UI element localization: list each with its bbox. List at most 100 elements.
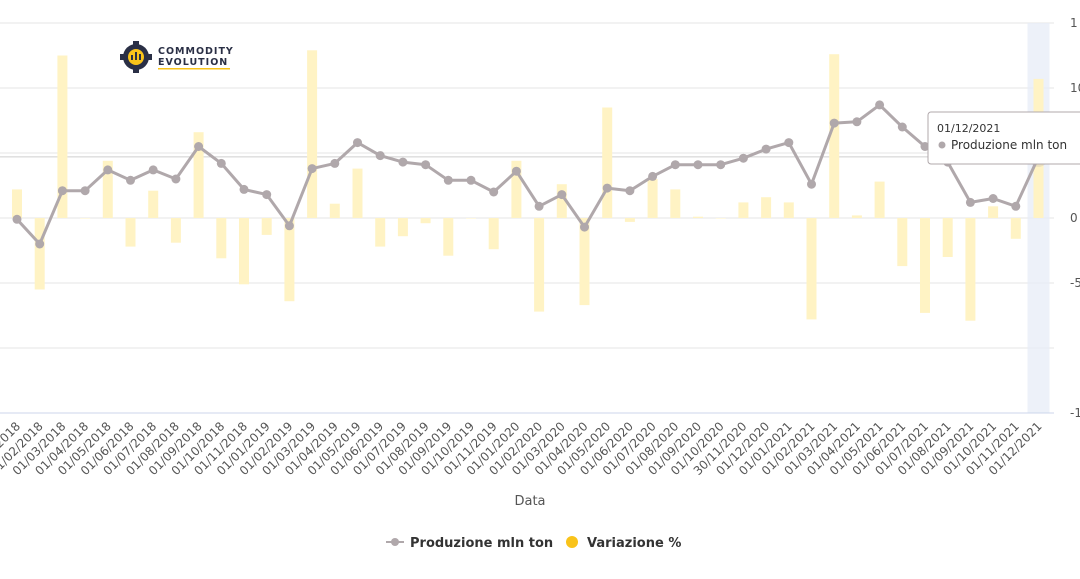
bar-01/06/2019[interactable] xyxy=(375,218,386,247)
point-01/12/2020[interactable] xyxy=(761,144,771,154)
bar-01/05/2019[interactable] xyxy=(352,168,363,218)
production-line xyxy=(12,100,1049,249)
bar-01/03/2020[interactable] xyxy=(556,184,567,218)
bar-01/11/2019[interactable] xyxy=(488,218,499,250)
bar-01/09/2018[interactable] xyxy=(193,132,204,218)
point-01/02/2020[interactable] xyxy=(534,201,544,211)
bar-01/03/2018[interactable] xyxy=(57,55,68,219)
point-01/02/2019[interactable] xyxy=(284,221,294,231)
bar-01/10/2020[interactable] xyxy=(715,218,726,219)
bar-01/05/2021[interactable] xyxy=(874,181,885,218)
bar-01/02/2018[interactable] xyxy=(34,218,45,290)
point-01/05/2019[interactable] xyxy=(353,138,362,148)
point-01/01/2018[interactable] xyxy=(12,214,22,224)
bar-01/10/2021[interactable] xyxy=(988,206,999,218)
bar-01/07/2020[interactable] xyxy=(647,179,658,218)
point-01/05/2020[interactable] xyxy=(602,183,612,193)
point-01/06/2018[interactable] xyxy=(126,175,135,185)
point-01/01/2019[interactable] xyxy=(262,190,272,200)
point-01/11/2018[interactable] xyxy=(239,184,249,194)
point-30/11/2020[interactable] xyxy=(738,153,748,163)
commodity-evolution-logo: COMMODITY EVOLUTION xyxy=(120,41,234,73)
point-01/10/2020[interactable] xyxy=(716,160,726,170)
point-01/03/2019[interactable] xyxy=(307,164,317,174)
bar-01/04/2018[interactable] xyxy=(80,218,91,219)
point-01/03/2020[interactable] xyxy=(557,190,567,200)
bar-01/12/2020[interactable] xyxy=(761,197,772,218)
point-01/06/2019[interactable] xyxy=(375,151,385,161)
bar-01/01/2019[interactable] xyxy=(261,218,272,235)
bar-01/09/2019[interactable] xyxy=(443,218,454,256)
point-01/11/2021[interactable] xyxy=(1011,201,1021,211)
point-01/09/2019[interactable] xyxy=(443,175,453,185)
bar-01/10/2019[interactable] xyxy=(466,218,476,219)
point-01/07/2018[interactable] xyxy=(148,165,158,175)
point-01/01/2020[interactable] xyxy=(511,166,521,176)
bar-01/07/2018[interactable] xyxy=(148,190,159,218)
tooltip-date: 01/12/2021 xyxy=(937,122,1000,135)
point-01/11/2019[interactable] xyxy=(489,187,499,197)
point-01/08/2019[interactable] xyxy=(421,160,431,170)
point-01/04/2020[interactable] xyxy=(580,222,589,232)
bar-01/07/2019[interactable] xyxy=(397,218,408,237)
point-01/02/2021[interactable] xyxy=(807,179,816,189)
bar-01/11/2021[interactable] xyxy=(1010,218,1021,239)
bar-01/01/2021[interactable] xyxy=(783,202,794,218)
bar-01/08/2020[interactable] xyxy=(670,189,681,218)
legend-item-variation[interactable]: Variazione % xyxy=(566,536,681,551)
bar-01/03/2019[interactable] xyxy=(307,50,318,218)
point-01/08/2020[interactable] xyxy=(670,160,680,170)
bar-01/08/2018[interactable] xyxy=(170,218,181,243)
point-01/10/2021[interactable] xyxy=(988,194,998,203)
point-01/06/2020[interactable] xyxy=(625,186,635,196)
point-01/07/2021[interactable] xyxy=(920,142,930,151)
bar-01/06/2018[interactable] xyxy=(125,218,136,247)
point-01/03/2021[interactable] xyxy=(829,118,839,128)
tooltip-box xyxy=(927,111,1080,165)
bar-01/04/2021[interactable] xyxy=(851,215,862,218)
bar-01/01/2018[interactable] xyxy=(12,189,22,218)
bar-01/04/2019[interactable] xyxy=(329,203,340,218)
bar-01/05/2020[interactable] xyxy=(602,107,613,219)
bar-01/08/2019[interactable] xyxy=(420,218,431,224)
bar-01/02/2019[interactable] xyxy=(284,218,295,302)
point-01/05/2018[interactable] xyxy=(103,165,113,175)
bar-01/09/2021[interactable] xyxy=(965,218,976,321)
bar-01/05/2018[interactable] xyxy=(102,160,113,218)
point-01/04/2021[interactable] xyxy=(852,117,862,127)
point-01/08/2018[interactable] xyxy=(171,174,181,184)
point-01/10/2019[interactable] xyxy=(466,175,476,185)
legend-item-production[interactable]: Produzione mln ton xyxy=(386,536,553,551)
point-01/04/2018[interactable] xyxy=(80,186,90,196)
point-01/03/2018[interactable] xyxy=(57,186,67,196)
bar-01/11/2018[interactable] xyxy=(239,218,249,285)
logo-line1: COMMODITY xyxy=(158,46,234,57)
bar-30/11/2020[interactable] xyxy=(738,202,749,218)
point-01/07/2020[interactable] xyxy=(648,171,658,181)
bar-01/01/2020[interactable] xyxy=(511,160,522,218)
point-01/07/2019[interactable] xyxy=(398,157,408,167)
bar-01/03/2021[interactable] xyxy=(829,54,840,219)
bar-01/08/2021[interactable] xyxy=(942,218,953,257)
point-01/02/2018[interactable] xyxy=(35,239,45,249)
bar-01/06/2021[interactable] xyxy=(897,218,908,267)
bar-01/06/2020[interactable] xyxy=(624,218,635,222)
variation-bars xyxy=(12,50,1044,321)
bar-01/02/2021[interactable] xyxy=(806,218,817,320)
bar-01/07/2021[interactable] xyxy=(920,218,930,313)
point-01/09/2021[interactable] xyxy=(965,197,975,207)
point-01/05/2021[interactable] xyxy=(875,100,885,110)
logo-line2: EVOLUTION xyxy=(158,57,228,68)
bar-01/02/2020[interactable] xyxy=(534,218,545,312)
point-01/09/2020[interactable] xyxy=(693,160,703,170)
legend-point-marker xyxy=(391,538,399,546)
point-01/04/2019[interactable] xyxy=(330,158,340,168)
bar-01/10/2018[interactable] xyxy=(216,218,227,259)
point-01/01/2021[interactable] xyxy=(784,138,794,148)
legend: Produzione mln ton Variazione % xyxy=(386,536,681,551)
bar-01/09/2020[interactable] xyxy=(693,216,703,218)
bar-01/04/2020[interactable] xyxy=(579,218,590,306)
point-01/10/2018[interactable] xyxy=(216,158,226,168)
point-01/06/2021[interactable] xyxy=(897,122,907,132)
point-01/09/2018[interactable] xyxy=(194,142,204,151)
